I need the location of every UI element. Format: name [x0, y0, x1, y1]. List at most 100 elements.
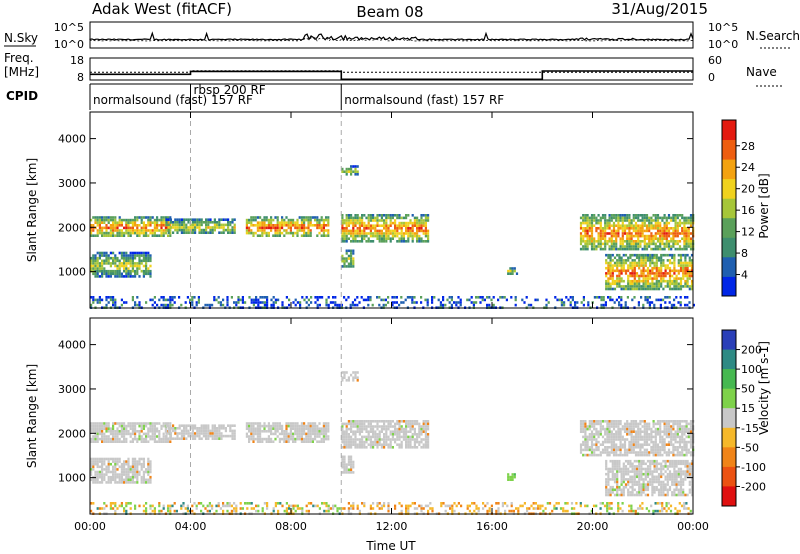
- echo-cell: [646, 285, 650, 288]
- echo-cell: [270, 427, 273, 430]
- echo-cell: [120, 462, 123, 466]
- echo-cell: [358, 221, 361, 225]
- echo-cell: [158, 229, 161, 232]
- echo-cell: [616, 480, 619, 484]
- echo-cell: [629, 462, 632, 466]
- echo-cell: [309, 435, 312, 438]
- echo-cell: [687, 219, 690, 222]
- echo-cell: [314, 422, 317, 425]
- echo-cell: [118, 262, 121, 265]
- echo-cell: [292, 427, 295, 430]
- echo-cell: [688, 277, 691, 280]
- echo-cell: [191, 218, 194, 221]
- echo-cell: [248, 229, 251, 232]
- echo-cell: [98, 430, 101, 433]
- echo-cell: [407, 232, 410, 235]
- echo-cell: [309, 437, 312, 441]
- echo-cell: [220, 434, 223, 438]
- echo-cell: [402, 427, 405, 431]
- echo-cell: [354, 373, 357, 377]
- echo-cell: [675, 279, 678, 283]
- echo-cell: [358, 427, 361, 431]
- echo-cell: [655, 277, 658, 280]
- echo-cell: [418, 422, 421, 426]
- echo-cell: [629, 459, 632, 463]
- echo-cell: [101, 435, 104, 438]
- echo-cell: [363, 229, 366, 233]
- echo-cell: [125, 481, 128, 484]
- echo-cell: [101, 437, 104, 441]
- echo-cell: [167, 429, 170, 433]
- echo-cell: [198, 223, 201, 227]
- echo-cell: [116, 256, 119, 260]
- echo-cell: [418, 443, 421, 446]
- echo-cell: [612, 420, 616, 423]
- echo-cell: [112, 432, 115, 436]
- echo-cell: [300, 435, 303, 438]
- echo-cell: [665, 430, 668, 433]
- echo-cell: [651, 462, 654, 466]
- echo-cell: [420, 219, 423, 222]
- echo-cell: [400, 443, 403, 446]
- echo-cell: [151, 432, 154, 436]
- echo-cell: [650, 430, 653, 433]
- echo-cell: [227, 221, 230, 224]
- echo-cell: [626, 451, 629, 454]
- echo-cell: [657, 272, 661, 275]
- echo-cell: [149, 218, 152, 222]
- echo-cell: [599, 443, 602, 446]
- nave-trace: [90, 70, 693, 73]
- echo-cell: [457, 296, 460, 299]
- echo-cell: [646, 485, 650, 489]
- echo-cell: [643, 247, 646, 251]
- echo-cell: [127, 432, 130, 436]
- echo-cell: [689, 219, 693, 222]
- echo-cell: [158, 432, 161, 436]
- echo-cell: [652, 425, 655, 428]
- echo-cell: [579, 420, 583, 423]
- echo-cell: [593, 422, 596, 426]
- echo-cell: [252, 437, 255, 441]
- echo-cell: [615, 242, 618, 246]
- echo-cell: [442, 303, 445, 307]
- echo-cell: [145, 432, 148, 436]
- echo-cell: [261, 440, 264, 443]
- echo-cell: [660, 277, 663, 280]
- echo-cell: [374, 430, 377, 433]
- echo-cell: [606, 422, 609, 426]
- echo-cell: [671, 256, 674, 260]
- echo-cell: [385, 430, 388, 433]
- echo-cell: [206, 303, 209, 307]
- echo-cell: [674, 216, 677, 220]
- echo-cell: [427, 237, 430, 240]
- echo-cell: [178, 223, 181, 227]
- echo-cell: [405, 229, 408, 233]
- echo-cell: [120, 231, 123, 235]
- echo-cell: [466, 298, 469, 302]
- echo-cell: [200, 427, 203, 430]
- echo-cell: [263, 216, 266, 219]
- echo-cell: [641, 216, 644, 220]
- echo-cell: [672, 232, 675, 235]
- echo-cell: [689, 240, 693, 243]
- echo-cell: [352, 262, 355, 266]
- echo-cell: [303, 440, 306, 443]
- echo-cell: [597, 240, 600, 243]
- echo-cell: [107, 256, 110, 260]
- echo-cell: [389, 219, 392, 222]
- echo-cell: [610, 229, 613, 233]
- echo-cell: [352, 227, 355, 230]
- echo-cell: [626, 422, 629, 426]
- echo-cell: [588, 227, 591, 230]
- echo-cell: [623, 240, 627, 243]
- power-ylabel: Slant Range [km]: [25, 158, 39, 262]
- echo-cell: [350, 430, 353, 433]
- echo-cell: [683, 240, 686, 243]
- echo-cell: [420, 224, 423, 227]
- echo-cell: [254, 437, 257, 441]
- echo-cell: [136, 465, 139, 469]
- echo-cell: [689, 224, 693, 227]
- echo-cell: [407, 446, 410, 449]
- echo-cell: [588, 422, 591, 426]
- echo-cell: [172, 429, 175, 433]
